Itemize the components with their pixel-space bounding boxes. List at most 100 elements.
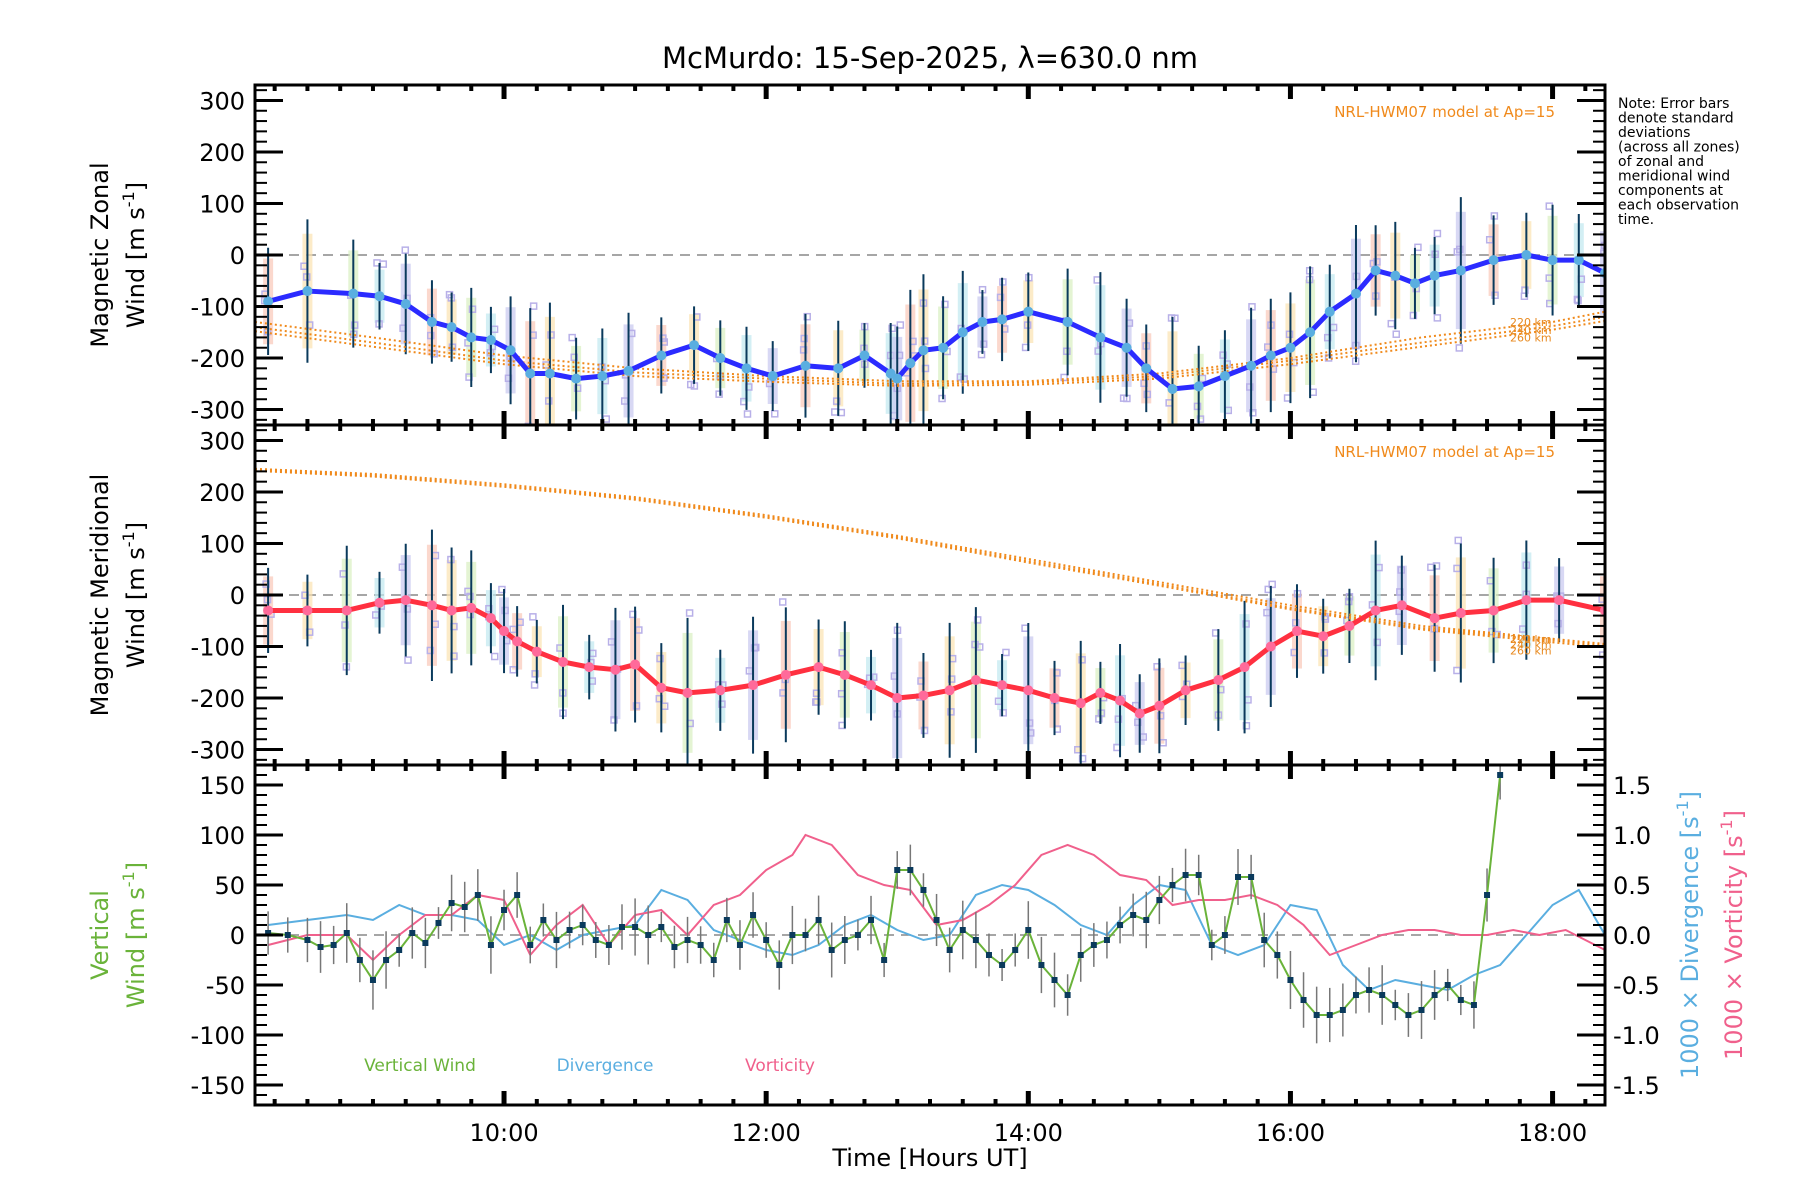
zone-point: [1193, 402, 1202, 411]
vertical-wind-point: [1103, 937, 1110, 943]
mean-wind-point: [1095, 332, 1106, 343]
mean-wind-point: [1075, 698, 1086, 709]
zone-point: [938, 394, 946, 403]
vertical-wind-point: [1484, 892, 1491, 898]
vertical-wind-point: [422, 940, 429, 946]
mean-wind-point: [1095, 687, 1106, 698]
vertical-wind-point: [776, 962, 783, 968]
vertical-wind-point: [1156, 897, 1163, 903]
mean-wind-point: [1455, 608, 1466, 619]
meridional-ylabel-line2: Wind [m s-1]: [119, 522, 150, 668]
model-curve-260km: [255, 469, 1605, 649]
zone-point: [529, 302, 538, 310]
zone-point: [832, 397, 841, 405]
vertical-wind-point: [1195, 872, 1202, 878]
mean-wind-point: [1324, 306, 1335, 317]
zone-point: [1433, 229, 1442, 238]
mean-wind-point: [918, 345, 929, 356]
zone-point: [1078, 656, 1086, 664]
zone-point: [568, 333, 576, 342]
vertical-wind-point: [1379, 992, 1386, 998]
vertical-wind-point: [632, 924, 639, 930]
vertical-wind-point: [1405, 1012, 1412, 1018]
mean-wind-point: [1521, 250, 1532, 260]
zone-point: [1373, 258, 1381, 266]
vertical-wind-point: [933, 917, 940, 923]
mean-wind-point: [1350, 288, 1361, 299]
vertical-wind-point: [1300, 997, 1307, 1003]
mean-wind-point: [426, 316, 437, 327]
mean-wind-point: [374, 597, 385, 608]
zonal-ylabel-line1: Magnetic Zonal: [86, 162, 114, 347]
vertical-wind-point: [383, 957, 390, 963]
zone-point: [659, 334, 667, 342]
altitude-label: 240 km: [1510, 324, 1552, 337]
zone-point: [973, 616, 982, 624]
mean-wind-point: [1573, 255, 1584, 266]
mean-wind-point: [341, 605, 352, 616]
vertical-wind-point: [946, 947, 953, 953]
altitude-label: 220 km: [1510, 633, 1552, 646]
vertical-wind-point: [566, 927, 573, 933]
zone-point: [1604, 628, 1605, 636]
mean-wind-point: [1547, 255, 1558, 266]
zone-point: [468, 305, 477, 313]
mean-wind-point: [1180, 685, 1191, 696]
mean-wind-point: [1167, 383, 1178, 394]
model-curve-260km: [255, 319, 1605, 387]
mean-wind-point: [938, 342, 949, 353]
mean-wind-point: [426, 600, 437, 611]
mean-wind-point: [682, 687, 693, 698]
mean-wind-point: [1265, 350, 1276, 361]
mean-wind-point: [531, 646, 542, 657]
altitude-label: 260 km: [1510, 644, 1552, 657]
svg-text:1000 × Vorticity [s-1]: 1000 × Vorticity [s-1]: [1717, 810, 1748, 1060]
model-curve-240km: [255, 315, 1605, 385]
vertical-wind-point: [1366, 987, 1373, 993]
mean-wind-point: [957, 327, 968, 338]
vertical-wind-point: [959, 927, 966, 933]
y-tick-label: 300: [199, 427, 245, 455]
y2-tick-label: 0.5: [1613, 872, 1651, 900]
mean-wind-point: [1115, 695, 1126, 706]
zone-point: [1156, 712, 1165, 720]
vertical-wind-point: [763, 937, 770, 943]
mean-wind-point: [1409, 278, 1420, 289]
y-tick-label: -100: [191, 1022, 245, 1050]
x-tick-label: 18:00: [1518, 1119, 1587, 1147]
mean-wind-point: [1193, 381, 1204, 392]
zone-point: [545, 397, 553, 405]
mean-wind-point: [780, 669, 791, 680]
zone-point: [1520, 292, 1529, 300]
zone-point: [373, 259, 381, 267]
zone-point: [799, 346, 808, 354]
y-tick-label: 100: [199, 530, 245, 558]
mean-wind-point: [263, 605, 274, 616]
y-tick-label: 0: [230, 582, 245, 610]
y-tick-label: 200: [199, 139, 245, 167]
vertical-wind-point: [369, 977, 376, 983]
zone-point: [529, 613, 537, 621]
vertical-wind-point: [1313, 1012, 1320, 1018]
mean-wind-point: [1305, 327, 1316, 338]
vertical-wind-point: [645, 932, 652, 938]
vertical-wind-point: [1221, 932, 1228, 938]
vertical-wind-point: [1431, 992, 1438, 998]
zone-point: [920, 337, 929, 345]
vertical-wind-point: [1470, 1002, 1477, 1008]
mean-wind-point: [499, 626, 510, 637]
mean-wind-point: [1213, 675, 1224, 685]
vertical-wind-point: [1510, 0, 1516, 6]
vertical-wind-point: [1392, 1002, 1399, 1008]
zone-point: [1433, 314, 1442, 322]
vertical-wind-point: [317, 944, 324, 950]
zone-point: [750, 644, 759, 652]
vertical-wind-point: [815, 917, 822, 923]
vertical-wind-point: [1326, 1012, 1333, 1018]
note-line: of zonal and: [1618, 154, 1704, 170]
legend-item-vertical-wind: Vertical Wind: [364, 1056, 476, 1076]
vertical-wind-point: [1248, 874, 1255, 880]
zone-point: [404, 656, 412, 664]
zone-point: [341, 621, 349, 629]
